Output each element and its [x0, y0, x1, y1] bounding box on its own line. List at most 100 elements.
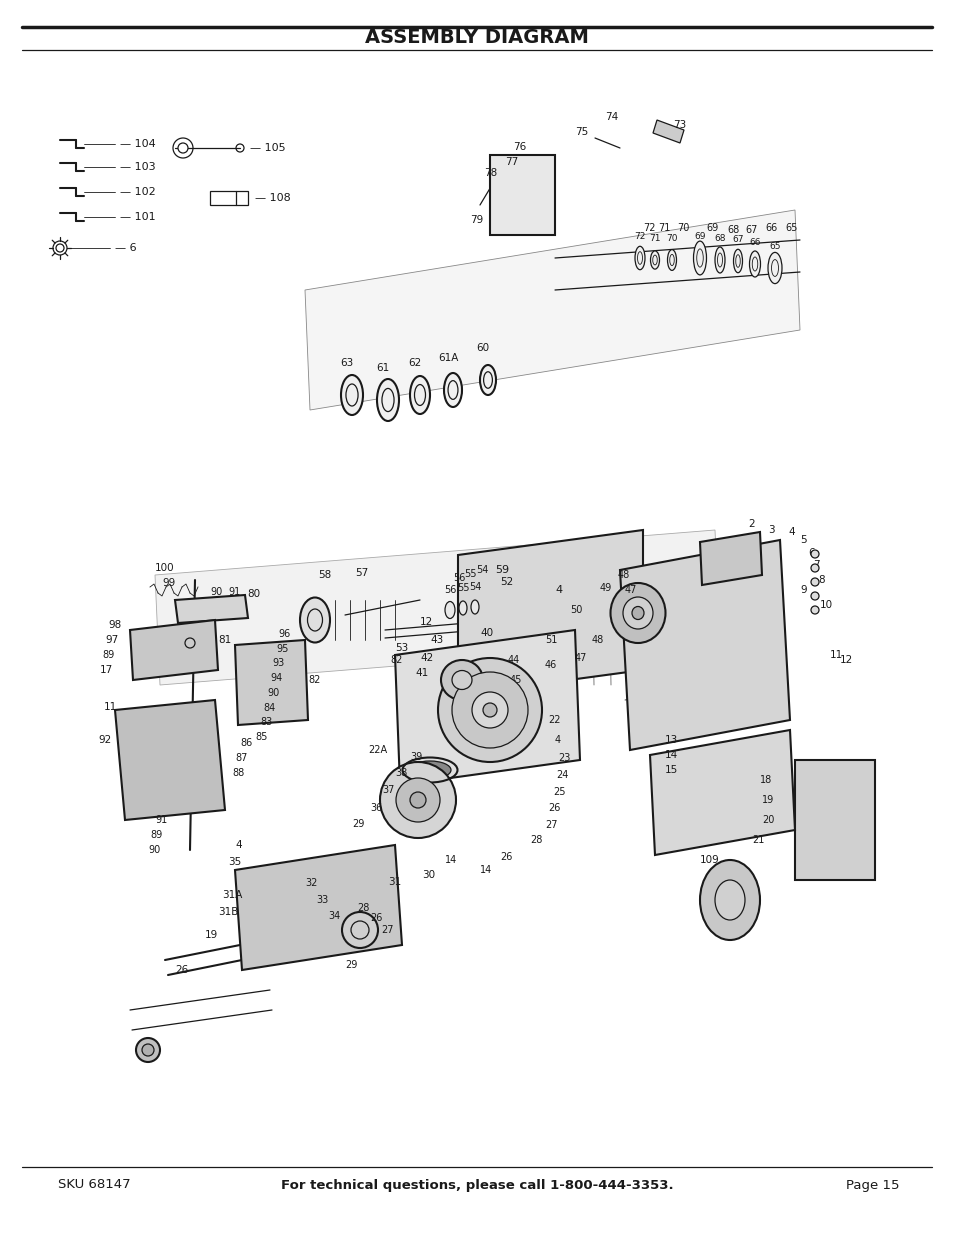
Circle shape	[410, 792, 426, 808]
Circle shape	[810, 578, 818, 585]
Text: 27: 27	[380, 925, 393, 935]
Text: ASSEMBLY DIAGRAM: ASSEMBLY DIAGRAM	[365, 27, 588, 47]
Polygon shape	[652, 120, 683, 143]
Text: — 104: — 104	[120, 140, 155, 149]
Text: 47: 47	[575, 653, 587, 663]
Text: 25: 25	[553, 787, 565, 797]
Text: 23: 23	[558, 753, 570, 763]
Text: — 103: — 103	[120, 162, 155, 172]
Text: 56: 56	[443, 585, 456, 595]
Text: 78: 78	[483, 168, 497, 178]
Text: 24: 24	[556, 769, 568, 781]
Text: 4: 4	[555, 735, 560, 745]
Text: 55: 55	[463, 569, 476, 579]
Text: 90: 90	[267, 688, 279, 698]
Circle shape	[379, 762, 456, 839]
Text: 74: 74	[604, 112, 618, 122]
Text: 70: 70	[677, 224, 689, 233]
Polygon shape	[174, 595, 248, 622]
Text: 80: 80	[247, 589, 260, 599]
Text: 9: 9	[800, 585, 806, 595]
Text: 96: 96	[277, 629, 290, 638]
Polygon shape	[234, 845, 401, 969]
Text: 31B: 31B	[218, 906, 238, 918]
Text: 42: 42	[419, 653, 433, 663]
Text: — 101: — 101	[120, 212, 155, 222]
Text: 82: 82	[390, 655, 402, 664]
Text: 92: 92	[98, 735, 112, 745]
Bar	[490, 156, 555, 235]
Text: 68: 68	[714, 233, 725, 242]
Text: 90: 90	[148, 845, 160, 855]
Text: 28: 28	[356, 903, 369, 913]
Text: 44: 44	[507, 655, 519, 664]
Text: 22A: 22A	[368, 745, 387, 755]
Text: 2: 2	[747, 519, 754, 529]
Ellipse shape	[444, 601, 455, 619]
Text: 67: 67	[732, 235, 743, 243]
Text: 72: 72	[634, 231, 645, 241]
Text: — 108: — 108	[254, 193, 291, 203]
Circle shape	[452, 672, 527, 748]
Text: 81: 81	[218, 635, 231, 645]
Text: 20: 20	[761, 815, 774, 825]
Text: 47: 47	[624, 585, 637, 595]
Text: — 6: — 6	[115, 243, 136, 253]
Text: 85: 85	[254, 732, 267, 742]
Polygon shape	[234, 640, 308, 725]
Text: 48: 48	[618, 571, 630, 580]
Text: 14: 14	[444, 855, 456, 864]
Circle shape	[472, 692, 507, 727]
Text: 65: 65	[784, 224, 797, 233]
Text: 26: 26	[174, 965, 188, 974]
Text: 4: 4	[234, 840, 241, 850]
Ellipse shape	[410, 375, 430, 414]
Text: 91: 91	[154, 815, 167, 825]
Text: 3: 3	[767, 525, 774, 535]
Ellipse shape	[733, 249, 741, 273]
Text: 10: 10	[820, 600, 832, 610]
Text: 26: 26	[547, 803, 559, 813]
Text: 63: 63	[340, 358, 354, 368]
Ellipse shape	[700, 860, 760, 940]
Text: 58: 58	[317, 571, 331, 580]
Text: 36: 36	[370, 803, 382, 813]
Text: 19: 19	[761, 795, 774, 805]
Text: 67: 67	[744, 225, 757, 235]
Text: 59: 59	[495, 564, 509, 576]
Circle shape	[395, 778, 439, 823]
Text: 76: 76	[513, 142, 526, 152]
Text: SKU 68147: SKU 68147	[58, 1178, 131, 1192]
Text: 49: 49	[599, 583, 612, 593]
Text: 56: 56	[453, 573, 465, 583]
Text: 54: 54	[476, 564, 488, 576]
Polygon shape	[130, 620, 218, 680]
Text: 91: 91	[228, 587, 240, 597]
Text: 72: 72	[642, 224, 655, 233]
Polygon shape	[154, 530, 720, 685]
Polygon shape	[457, 530, 642, 695]
Text: 29: 29	[345, 960, 357, 969]
Ellipse shape	[376, 379, 398, 421]
Text: 28: 28	[530, 835, 542, 845]
Ellipse shape	[299, 598, 330, 642]
Text: 90: 90	[210, 587, 222, 597]
Text: 55: 55	[456, 583, 469, 593]
Text: 39: 39	[410, 752, 422, 762]
Text: 65: 65	[768, 242, 780, 251]
Text: 27: 27	[544, 820, 557, 830]
Text: 40: 40	[479, 629, 493, 638]
Text: 69: 69	[694, 231, 705, 241]
Text: 99: 99	[162, 578, 175, 588]
Text: 95: 95	[275, 643, 288, 655]
Text: 88: 88	[232, 768, 244, 778]
Text: 51: 51	[544, 635, 557, 645]
Ellipse shape	[631, 606, 643, 620]
Text: 18: 18	[760, 776, 771, 785]
Bar	[794, 760, 874, 881]
Polygon shape	[649, 730, 794, 855]
Ellipse shape	[443, 373, 461, 408]
Circle shape	[810, 606, 818, 614]
Text: 79: 79	[470, 215, 483, 225]
Circle shape	[185, 638, 194, 648]
